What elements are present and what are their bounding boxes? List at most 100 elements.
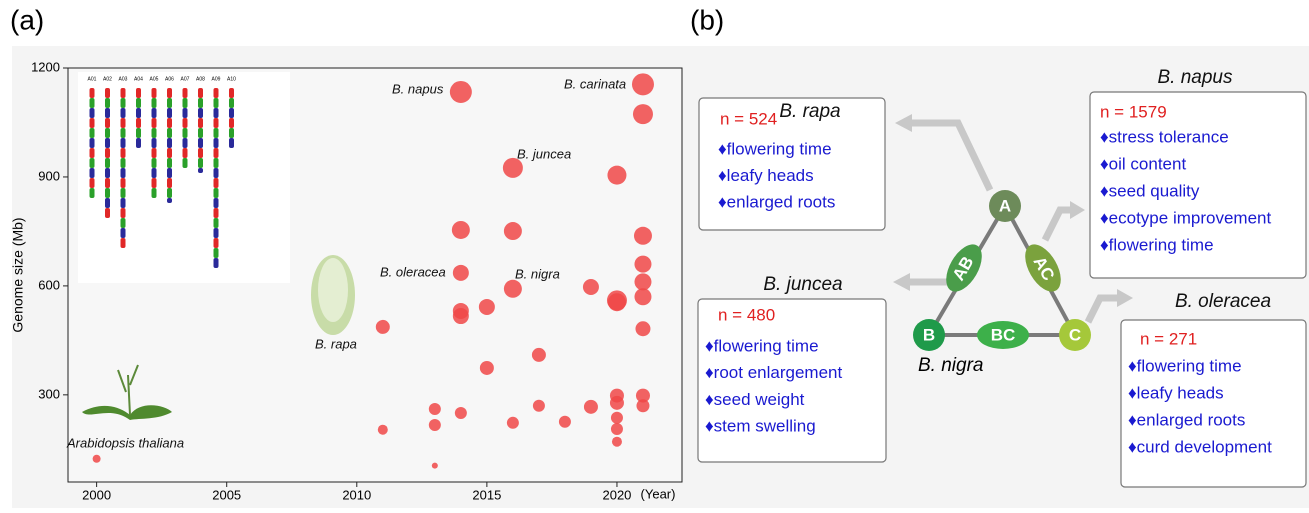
annotation: B. carinata (564, 76, 626, 91)
chromosome-segment (105, 88, 110, 98)
chromosome-segment (105, 108, 110, 118)
chromosome-segment (121, 158, 126, 168)
chromosome-segment (121, 188, 126, 198)
bubble (635, 321, 650, 336)
node-label: BC (991, 325, 1016, 344)
bubble (634, 256, 651, 273)
bubble (455, 407, 467, 419)
chromosome-segment (152, 128, 157, 138)
chromosome-segment (183, 158, 188, 168)
chromosome-segment (183, 128, 188, 138)
box-title: B. napus (1158, 67, 1233, 88)
chromosome-segment (214, 118, 219, 128)
chromosome-segment (105, 98, 110, 108)
figure: (a) (b) A01A02A03A04A05A06A07A08A09A10 G… (0, 0, 1309, 508)
bubble (453, 265, 469, 281)
chromosome-segment (167, 158, 172, 168)
chromosome-segment (183, 98, 188, 108)
chromosome-segment (214, 158, 219, 168)
trait: ♦flowering time (1100, 235, 1214, 254)
bubble (583, 279, 599, 295)
inset-label: A08 (196, 76, 205, 82)
chromosome-segment (183, 138, 188, 148)
chromosome-segment (167, 198, 172, 203)
y-tick-label: 900 (38, 168, 60, 183)
chromosome-segment (152, 108, 157, 118)
chromosome-segment (90, 118, 95, 128)
chromosome-segment (214, 208, 219, 218)
trait: ♦curd development (1128, 437, 1272, 456)
trait: ♦seed quality (1100, 181, 1200, 200)
chromosome-segment (167, 88, 172, 98)
chromosome-segment (90, 158, 95, 168)
chromosome-segment (90, 108, 95, 118)
chromosome-segment (121, 228, 126, 238)
chromosome-segment (121, 128, 126, 138)
chromosome-segment (105, 188, 110, 198)
chromosome-segment (121, 208, 126, 218)
chromosome-segment (152, 98, 157, 108)
trait: ♦enlarged roots (1128, 410, 1245, 429)
x-tick-label: 2020 (602, 487, 631, 502)
cabbage-photo (318, 258, 348, 322)
trait: ♦ecotype improvement (1100, 208, 1271, 227)
annotation: Arabidopsis thaliana (66, 435, 184, 450)
chromosome-segment (198, 118, 203, 128)
bubble (632, 73, 654, 95)
chromosome-segment (152, 168, 157, 178)
chromosome-segment (198, 108, 203, 118)
chromosome-segment (183, 118, 188, 128)
x-tick-label: 2000 (82, 487, 111, 502)
chromosome-segment (229, 108, 234, 118)
bubble (636, 399, 649, 412)
chromosome-segment (121, 168, 126, 178)
box-count: n = 271 (1140, 329, 1197, 348)
chromosome-segment (105, 168, 110, 178)
chromosome-segment (214, 88, 219, 98)
box-title: B. rapa (779, 101, 840, 122)
chromosome-segment (152, 118, 157, 128)
chromosome-segment (214, 238, 219, 248)
chromosome-segment (214, 108, 219, 118)
bubble (559, 416, 571, 428)
chromosome-segment (90, 178, 95, 188)
trait: ♦stress tolerance (1100, 127, 1229, 146)
x-tick-label: 2015 (472, 487, 501, 502)
trait: ♦flowering time (718, 139, 832, 158)
bubble (533, 400, 545, 412)
node-label: B (923, 325, 935, 344)
chromosome-segment (121, 108, 126, 118)
bubble (532, 348, 546, 362)
trait: ♦seed weight (705, 390, 805, 409)
bubble (607, 166, 626, 185)
chromosome-segment (214, 198, 219, 208)
trait: ♦stem swelling (705, 417, 816, 436)
chromosome-segment (136, 118, 141, 128)
annotation: B. napus (392, 81, 444, 96)
chromosome-segment (167, 98, 172, 108)
inset-label: A01 (88, 76, 97, 82)
annotation: B. rapa (315, 336, 357, 351)
bubble (507, 417, 519, 429)
trait: ♦leafy heads (1128, 383, 1224, 402)
trait: ♦enlarged roots (718, 192, 835, 211)
chromosome-segment (152, 178, 157, 188)
chromosome-segment (90, 98, 95, 108)
trait: ♦flowering time (705, 336, 819, 355)
bubble (429, 403, 441, 415)
chromosome-segment (121, 138, 126, 148)
chromosome-segment (90, 138, 95, 148)
chromosome-segment (105, 178, 110, 188)
chromosome-segment (136, 128, 141, 138)
chromosome-segment (152, 148, 157, 158)
chromosome-segment (183, 88, 188, 98)
bubble (504, 222, 522, 240)
chromosome-segment (121, 148, 126, 158)
y-tick-label: 1200 (31, 59, 60, 74)
annotation: B. nigra (515, 266, 560, 281)
box-title: B. juncea (763, 274, 842, 295)
y-tick-label: 600 (38, 277, 60, 292)
chromosome-segment (121, 88, 126, 98)
chromosome-segment (198, 88, 203, 98)
chromosome-segment (214, 258, 219, 268)
